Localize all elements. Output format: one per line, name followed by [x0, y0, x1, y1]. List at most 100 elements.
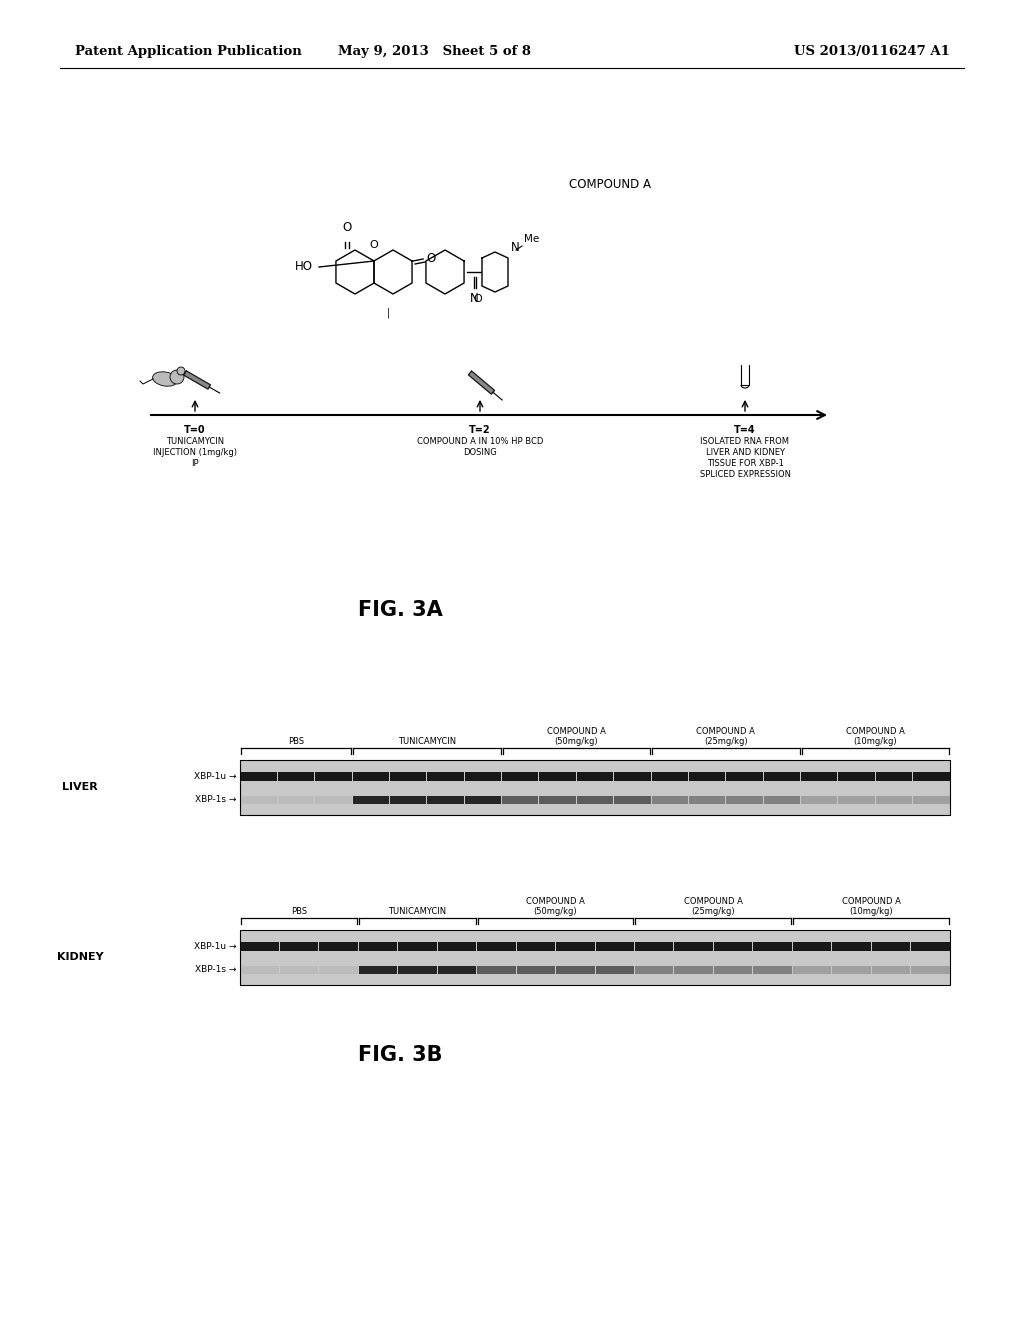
- Bar: [871, 942, 910, 950]
- Text: Me: Me: [524, 234, 540, 244]
- Bar: [764, 796, 800, 804]
- Text: T=0: T=0: [184, 425, 206, 436]
- Bar: [871, 966, 910, 974]
- Text: HO: HO: [295, 260, 313, 273]
- Text: TUNICAMYCIN: TUNICAMYCIN: [397, 737, 456, 746]
- Bar: [437, 966, 476, 974]
- Bar: [714, 966, 753, 974]
- Text: XBP-1u →: XBP-1u →: [194, 942, 236, 950]
- Bar: [726, 796, 763, 804]
- Bar: [398, 942, 436, 950]
- Text: COMPOUND A IN 10% HP BCD
DOSING: COMPOUND A IN 10% HP BCD DOSING: [417, 437, 543, 457]
- Bar: [352, 772, 389, 781]
- Bar: [240, 760, 950, 814]
- Text: XBP-1u →: XBP-1u →: [194, 772, 236, 781]
- Bar: [596, 942, 634, 950]
- Circle shape: [170, 370, 184, 384]
- Bar: [319, 966, 357, 974]
- Polygon shape: [183, 371, 211, 389]
- Bar: [517, 942, 555, 950]
- Text: PBS: PBS: [291, 907, 307, 916]
- Text: TUNICAMYCIN: TUNICAMYCIN: [388, 907, 446, 916]
- Bar: [911, 966, 949, 974]
- Text: T=4: T=4: [734, 425, 756, 436]
- Circle shape: [177, 367, 185, 375]
- Bar: [876, 796, 912, 804]
- Text: COMPOUND A
(50mg/kg): COMPOUND A (50mg/kg): [547, 726, 606, 746]
- Bar: [241, 796, 276, 804]
- Bar: [556, 942, 595, 950]
- Bar: [352, 796, 389, 804]
- Bar: [833, 966, 870, 974]
- Bar: [240, 931, 950, 985]
- Text: LIVER: LIVER: [62, 783, 98, 792]
- Text: N: N: [470, 292, 479, 305]
- Bar: [913, 772, 949, 781]
- Bar: [278, 796, 314, 804]
- Text: ISOLATED RNA FROM
LIVER AND KIDNEY
TISSUE FOR XBP-1
SPLICED EXPRESSION: ISOLATED RNA FROM LIVER AND KIDNEY TISSU…: [699, 437, 791, 479]
- Text: XBP-1s →: XBP-1s →: [195, 965, 236, 974]
- Bar: [801, 772, 838, 781]
- Bar: [839, 796, 874, 804]
- Text: TUNICAMYCIN
INJECTION (1mg/kg)
IP: TUNICAMYCIN INJECTION (1mg/kg) IP: [153, 437, 237, 469]
- Bar: [675, 942, 713, 950]
- Bar: [635, 942, 674, 950]
- Bar: [465, 772, 501, 781]
- Bar: [689, 772, 725, 781]
- Text: COMPOUND A
(25mg/kg): COMPOUND A (25mg/kg): [684, 896, 742, 916]
- Text: Patent Application Publication: Patent Application Publication: [75, 45, 302, 58]
- Bar: [280, 942, 318, 950]
- Bar: [358, 966, 397, 974]
- Bar: [635, 966, 674, 974]
- Text: PBS: PBS: [288, 737, 304, 746]
- Bar: [596, 966, 634, 974]
- Bar: [793, 966, 831, 974]
- Bar: [801, 796, 838, 804]
- Bar: [358, 942, 397, 950]
- Bar: [390, 772, 426, 781]
- Bar: [427, 772, 464, 781]
- Bar: [540, 772, 575, 781]
- Bar: [390, 796, 426, 804]
- Text: COMPOUND A
(50mg/kg): COMPOUND A (50mg/kg): [526, 896, 585, 916]
- Bar: [502, 796, 539, 804]
- Bar: [278, 772, 314, 781]
- Bar: [577, 772, 613, 781]
- Text: |: |: [386, 308, 389, 318]
- Bar: [614, 796, 650, 804]
- Bar: [319, 942, 357, 950]
- Bar: [577, 796, 613, 804]
- Bar: [502, 772, 539, 781]
- Bar: [315, 796, 351, 804]
- Text: O: O: [370, 240, 379, 249]
- Bar: [614, 772, 650, 781]
- Text: T=2: T=2: [469, 425, 490, 436]
- Bar: [280, 966, 318, 974]
- Bar: [651, 772, 688, 781]
- Text: O: O: [426, 252, 435, 265]
- Bar: [793, 942, 831, 950]
- Bar: [427, 796, 464, 804]
- Text: COMPOUND A: COMPOUND A: [569, 178, 651, 191]
- Bar: [714, 942, 753, 950]
- Bar: [315, 772, 351, 781]
- Bar: [241, 966, 279, 974]
- Bar: [477, 942, 516, 950]
- Bar: [241, 772, 276, 781]
- Text: FIG. 3A: FIG. 3A: [357, 601, 442, 620]
- Bar: [540, 796, 575, 804]
- Bar: [437, 942, 476, 950]
- Bar: [465, 796, 501, 804]
- Bar: [477, 966, 516, 974]
- Bar: [913, 796, 949, 804]
- Text: COMPOUND A
(10mg/kg): COMPOUND A (10mg/kg): [842, 896, 900, 916]
- Text: XBP-1s →: XBP-1s →: [195, 795, 236, 804]
- Bar: [839, 772, 874, 781]
- Text: FIG. 3B: FIG. 3B: [357, 1045, 442, 1065]
- Text: COMPOUND A
(10mg/kg): COMPOUND A (10mg/kg): [846, 726, 904, 746]
- Bar: [726, 772, 763, 781]
- Text: May 9, 2013   Sheet 5 of 8: May 9, 2013 Sheet 5 of 8: [339, 45, 531, 58]
- Text: US 2013/0116247 A1: US 2013/0116247 A1: [795, 45, 950, 58]
- Bar: [556, 966, 595, 974]
- Bar: [764, 772, 800, 781]
